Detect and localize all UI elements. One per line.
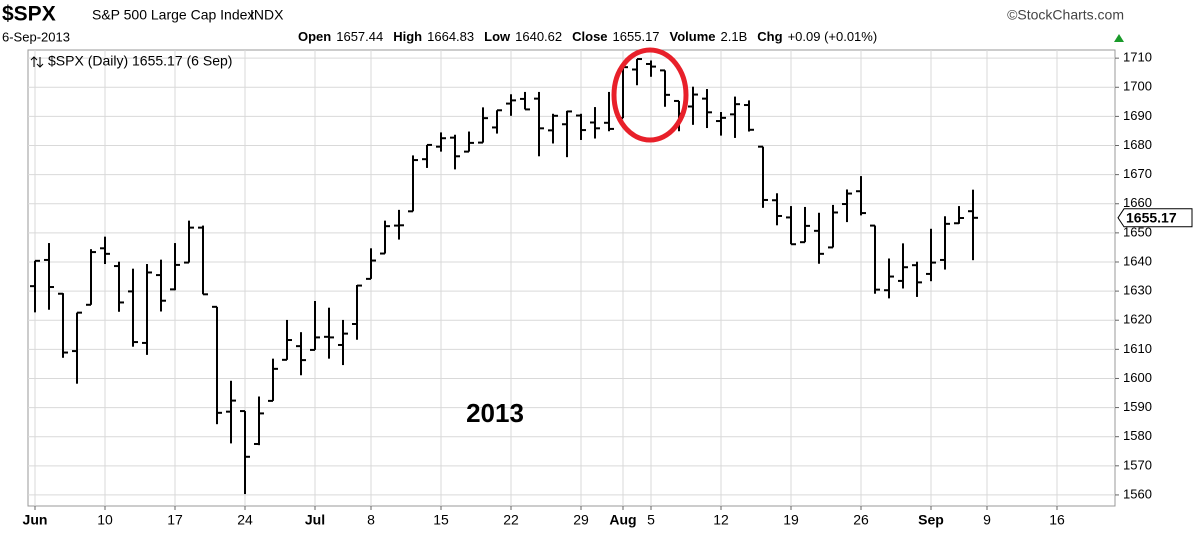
legend: $SPX (Daily) 1655.17 (6 Sep) [48,53,232,69]
quote-label: Chg [757,29,782,44]
y-tick-label: 1680 [1123,137,1152,152]
highlight-circle [611,47,689,143]
quote-value: 1655.17 [613,29,660,44]
quote-label: Low [484,29,511,44]
up-arrow [1114,34,1124,42]
x-tick-label: 17 [167,512,183,528]
quote-label: Open [298,29,331,44]
legend-icon [30,56,44,68]
x-tick-label: 10 [97,512,113,528]
quote-line: Open 1657.44 High 1664.83 Low 1640.62 Close 165… [298,29,877,44]
quote-label: Volume [670,29,716,44]
x-tick-label: Aug [609,512,636,528]
y-tick-label: 1670 [1123,166,1152,181]
x-tick-label: 9 [983,512,991,528]
y-tick-label: 1710 [1123,50,1152,65]
y-tick-label: 1640 [1123,253,1152,268]
y-tick-label: 1590 [1123,399,1152,414]
symbol: $SPX [2,3,56,26]
x-tick-label: 24 [237,512,253,528]
y-tick-label: 1630 [1123,283,1152,298]
exchange: INDX [250,7,284,23]
x-tick-label: Jun [23,512,48,528]
y-tick-label: 1610 [1123,341,1152,356]
last-price-label: 1655.17 [1126,210,1177,226]
quote-value: +0.09 (+0.01%) [788,29,878,44]
quote-label: High [393,29,422,44]
y-tick-label: 1660 [1123,195,1152,210]
y-tick-label: 1620 [1123,312,1152,327]
annotation: 2013 [466,398,524,428]
quote-value: 2.1B [721,29,748,44]
quote-label: Close [572,29,607,44]
x-tick-label: 26 [853,512,869,528]
last-price-box [1117,208,1193,228]
y-tick-label: 1560 [1123,486,1152,501]
y-tick-label: 1570 [1123,457,1152,472]
y-tick-label: 1700 [1123,79,1152,94]
quote-value: 1657.44 [336,29,383,44]
x-tick-label: Sep [918,512,944,528]
x-tick-label: Jul [305,512,325,528]
x-tick-label: 16 [1049,512,1065,528]
y-tick-label: 1690 [1123,108,1152,123]
x-tick-label: 19 [783,512,799,528]
x-tick-label: 12 [713,512,729,528]
x-tick-label: 22 [503,512,519,528]
x-tick-label: 29 [573,512,589,528]
quote-value: 1664.83 [427,29,474,44]
y-tick-label: 1650 [1123,224,1152,239]
quote-value: 1640.62 [515,29,562,44]
x-tick-label: 15 [433,512,449,528]
y-tick-label: 1600 [1123,370,1152,385]
y-tick-label: 1580 [1123,428,1152,443]
plot-frame [27,49,1116,507]
date: 6-Sep-2013 [2,29,70,44]
index-name: S&P 500 Large Cap Index [92,7,254,23]
x-tick-label: 8 [367,512,375,528]
x-tick-label: 5 [647,512,655,528]
source: ©StockCharts.com [1007,7,1124,23]
